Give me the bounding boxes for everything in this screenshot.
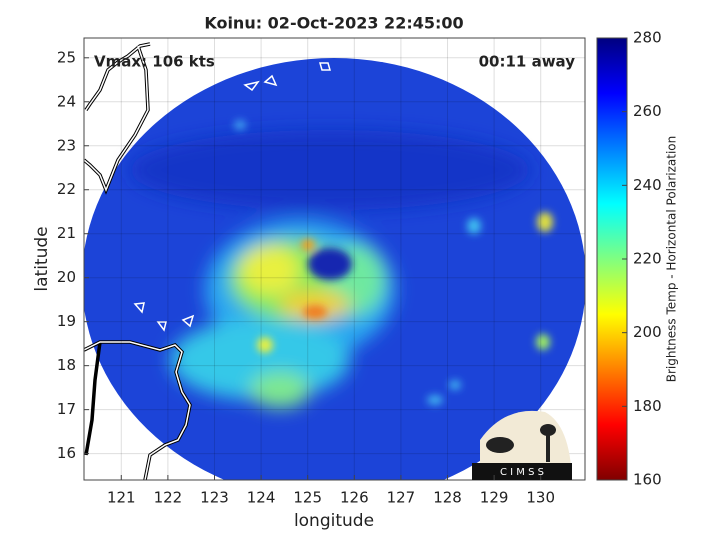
x-tick-label: 122: [154, 489, 183, 507]
logo: C I M S S: [472, 410, 572, 480]
x-tick-label: 123: [200, 489, 229, 507]
y-tick-label: 16: [57, 444, 76, 462]
annotation: Vmax: 106 kts: [94, 53, 215, 71]
y-tick-label: 25: [57, 48, 76, 66]
x-tick-label: 125: [293, 489, 322, 507]
plot-frame: [83, 37, 586, 481]
y-tick-label: 23: [57, 136, 76, 154]
annotation: 00:11 away: [479, 53, 576, 71]
colorbar-tick-label: 200: [633, 323, 662, 341]
colorbar-tick-label: 180: [633, 397, 662, 415]
x-tick-label: 127: [387, 489, 416, 507]
x-tick-label: 124: [247, 489, 276, 507]
y-tick-label: 20: [57, 268, 76, 286]
colorbar-tick-label: 220: [633, 250, 662, 268]
colorbar-label: Brightness Temp - Horizontal Polarizatio…: [665, 136, 679, 383]
x-tick-label: 128: [433, 489, 462, 507]
x-tick-label: 130: [526, 489, 555, 507]
satellite-image: [84, 38, 585, 480]
colorbar-tick-label: 260: [633, 102, 662, 120]
chart-title: Koinu: 02-Oct-2023 22:45:00: [204, 14, 463, 33]
grid: [84, 38, 585, 480]
y-tick-label: 22: [57, 180, 76, 198]
x-tick-label: 121: [107, 489, 136, 507]
colorbar-tick-label: 280: [633, 29, 662, 47]
y-tick-label: 17: [57, 400, 76, 418]
colorbar-tick-label: 160: [633, 471, 662, 489]
y-tick-label: 24: [57, 92, 76, 110]
colorbar-tick-label: 240: [633, 176, 662, 194]
x-tick-label: 126: [340, 489, 369, 507]
logo-text: C I M S S: [500, 467, 544, 478]
x-tick-label: 129: [480, 489, 509, 507]
y-tick-label: 19: [57, 312, 76, 330]
y-axis-label: latitude: [32, 226, 52, 291]
y-tick-label: 21: [57, 224, 76, 242]
y-tick-label: 18: [57, 356, 76, 374]
x-axis-label: longitude: [294, 511, 374, 531]
